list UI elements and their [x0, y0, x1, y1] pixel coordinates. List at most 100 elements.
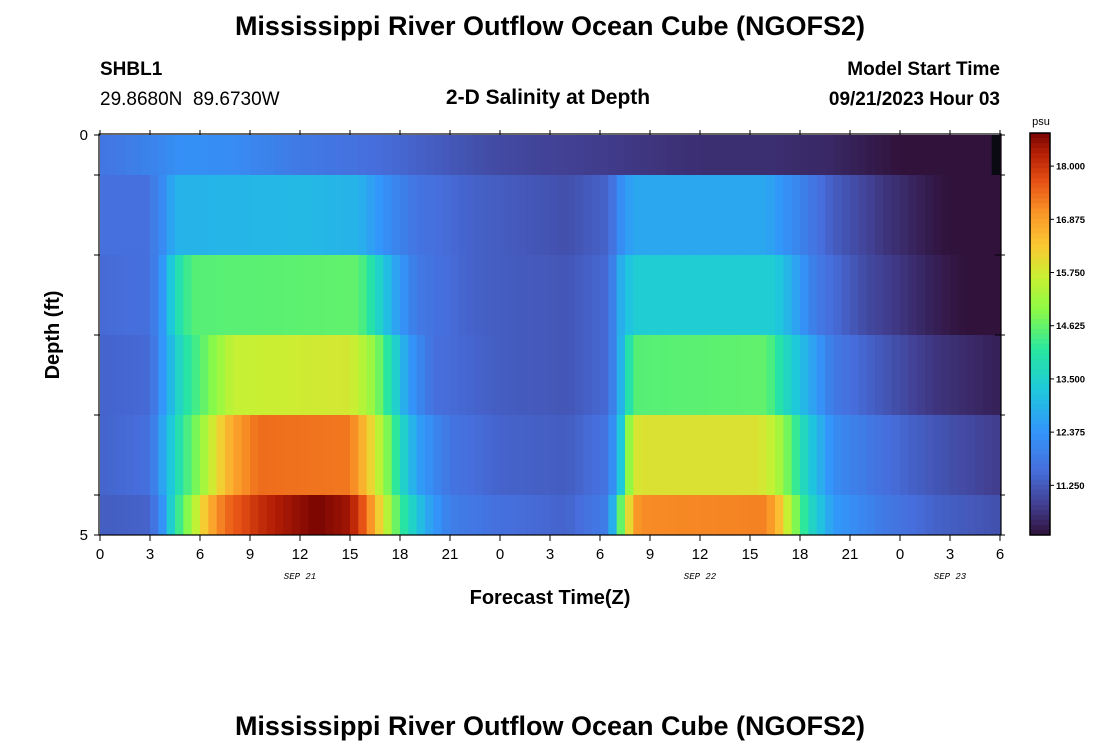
heatmap-cell	[675, 335, 684, 416]
heatmap-cell	[916, 335, 926, 416]
heatmap-cell	[508, 495, 518, 536]
heatmap-cell	[700, 135, 709, 176]
heatmap-cell	[341, 175, 351, 256]
colorbar-swatch	[1030, 233, 1050, 240]
heatmap-cell	[250, 335, 259, 416]
heatmap-cell	[416, 495, 426, 536]
heatmap-cell	[775, 415, 784, 496]
heatmap-cell	[366, 415, 376, 496]
heatmap-cell	[133, 135, 143, 176]
heatmap-cell	[575, 255, 584, 336]
heatmap-cell	[116, 175, 126, 256]
heatmap-cell	[316, 495, 326, 536]
heatmap-cell	[408, 135, 418, 176]
heatmap-cell	[375, 175, 384, 256]
heatmap-cell	[275, 175, 284, 256]
heatmap-cell	[533, 495, 543, 536]
heatmap-cell	[241, 495, 251, 536]
colorbar-swatch	[1030, 494, 1050, 501]
station-name: SHBL1	[100, 59, 163, 80]
heatmap-cell	[541, 255, 551, 336]
heatmap-cell	[908, 135, 918, 176]
heatmap-cell	[175, 495, 184, 536]
heatmap-cell	[658, 255, 668, 336]
heatmap-cell	[775, 335, 784, 416]
x-tick-label: 3	[546, 546, 554, 563]
x-tick-label: 21	[842, 546, 859, 563]
heatmap-cell	[525, 335, 534, 416]
heatmap-cell	[575, 335, 584, 416]
heatmap-cell	[708, 335, 718, 416]
heatmap-cell	[750, 135, 759, 176]
heatmap-cell	[975, 135, 984, 176]
heatmap-cell	[341, 495, 351, 536]
colorbar-swatch	[1030, 379, 1050, 385]
heatmap-cell	[750, 255, 759, 336]
heatmap-cell	[191, 135, 201, 176]
heatmap-cell	[841, 255, 851, 336]
colorbar-swatch	[1030, 278, 1050, 285]
heatmap-cell	[683, 175, 693, 256]
colorbar-swatch	[1030, 188, 1050, 194]
heatmap-cell	[900, 255, 909, 336]
x-axis-label: Forecast Time(Z)	[470, 587, 631, 609]
heatmap-cell	[550, 335, 559, 416]
heatmap-cell	[558, 415, 568, 496]
heatmap-cell	[466, 255, 476, 336]
heatmap-cell	[916, 175, 926, 256]
heatmap-cell	[841, 415, 851, 496]
heatmap-cell	[816, 335, 826, 416]
heatmap-cell	[466, 495, 476, 536]
heatmap-cell	[666, 415, 676, 496]
heatmap-cell	[800, 255, 809, 336]
heatmap-cell	[791, 335, 801, 416]
heatmap-cell	[941, 135, 951, 176]
heatmap-cell	[991, 135, 1000, 175]
heatmap-cell	[525, 255, 534, 336]
heatmap-cell	[675, 175, 684, 256]
date-label: SEP 22	[684, 572, 717, 582]
heatmap-cell	[958, 135, 968, 176]
heatmap-cell	[858, 175, 868, 256]
colorbar-swatch	[1030, 273, 1050, 280]
heatmap-cell	[891, 255, 901, 336]
heatmap-cell	[708, 495, 718, 536]
colorbar-swatch	[1030, 359, 1050, 365]
colorbar-swatch	[1030, 529, 1050, 536]
heatmap-cell	[916, 255, 926, 336]
colorbar-swatch	[1030, 243, 1050, 250]
heatmap-cell	[458, 175, 468, 256]
heatmap-cell	[375, 495, 384, 536]
heatmap-cell	[591, 255, 601, 336]
heatmap-cell	[775, 255, 784, 336]
heatmap-cell	[875, 335, 884, 416]
heatmap-cell	[575, 135, 584, 176]
x-tick-label: 15	[342, 546, 359, 563]
heatmap-cell	[150, 495, 159, 536]
heatmap-cell	[383, 135, 393, 176]
heatmap-cell	[166, 335, 176, 416]
heatmap-cell	[383, 175, 393, 256]
heatmap-cell	[958, 495, 968, 536]
colorbar-swatch	[1030, 213, 1050, 219]
heatmap-cell	[966, 335, 976, 416]
colorbar-swatch	[1030, 429, 1050, 435]
heatmap-cell	[933, 175, 943, 256]
colorbar-swatch	[1030, 258, 1050, 265]
heatmap-cell	[975, 255, 984, 336]
heatmap-cell	[908, 335, 918, 416]
colorbar-swatch	[1030, 238, 1050, 245]
colorbar-swatch	[1030, 153, 1050, 159]
heatmap-cell	[891, 495, 901, 536]
heatmap-cell	[583, 175, 593, 256]
heatmap-cell	[308, 255, 318, 336]
heatmap-cell	[933, 255, 943, 336]
heatmap-cell	[983, 255, 993, 336]
heatmap-cell	[708, 415, 718, 496]
heatmap-cell	[275, 255, 284, 336]
heatmap-cell	[741, 135, 751, 176]
heatmap-cell	[241, 135, 251, 176]
heatmap-cell	[483, 415, 493, 496]
heatmap-cell	[941, 335, 951, 416]
